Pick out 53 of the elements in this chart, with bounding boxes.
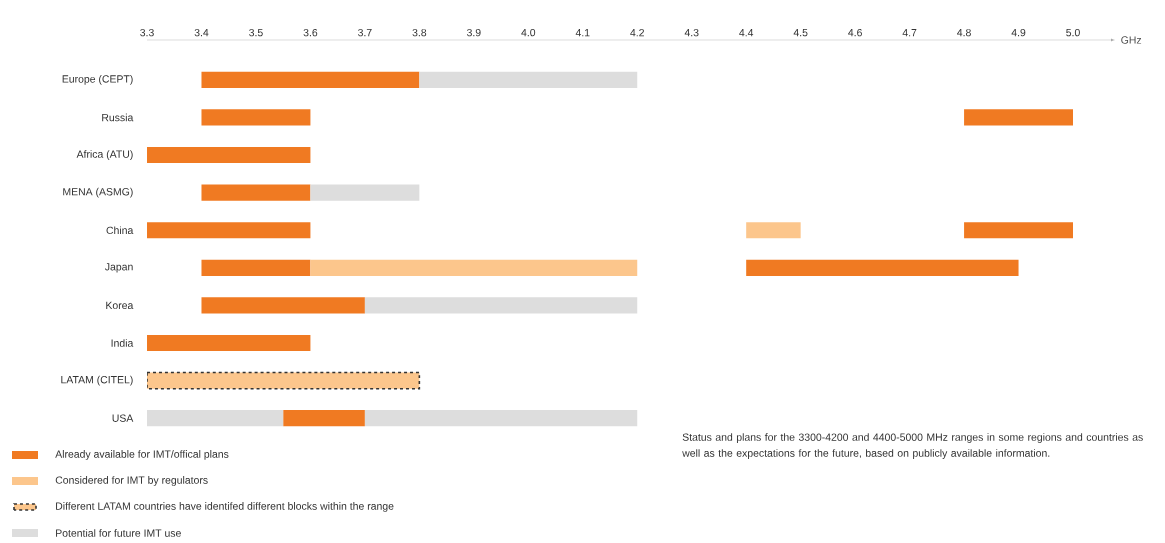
bar [201,71,420,88]
x-tick-label: 3.7 [358,28,372,37]
y-tick-label: Russia [102,113,134,122]
bar [147,334,311,352]
bar [746,259,1019,276]
x-tick-label: 4.3 [684,28,699,37]
x-tick-label: 4.8 [957,28,971,37]
bar [201,109,311,126]
y-tick-label: Korea [106,301,134,310]
y-tick-label: USA [112,414,134,422]
y-tick-label: LATAM (CITEL) [61,375,133,386]
legend-label: Different LATAM countries have identifed different blocks within the range [56,502,394,512]
x-tick-label: 4.9 [1011,28,1026,37]
annotation: Status and plans for the 3300-4200 and 4400-5000 MHz ranges in some regions and countries as well as the expectations for the future, based on publicly available information. [682,433,1143,459]
bar [419,71,638,88]
bar [283,410,365,427]
legend-label: Considered for IMT by regulators [55,476,208,486]
x-axis-title: GHz [1121,36,1142,44]
bar [964,222,1074,239]
x-tick-label: 4.5 [793,29,808,37]
bar [746,222,801,239]
x-tick-label: 5.0 [1066,28,1080,37]
x-tick-label: 4.1 [575,29,590,37]
y-tick-label: China [106,226,134,235]
bar [964,109,1074,126]
bar [310,184,420,201]
y-tick-label: MENA (ASMG) [63,187,133,198]
legend-label: Already available for IMT/offical plans [55,450,229,460]
x-tick-label: 3.9 [466,28,481,37]
legend-label: Potential for future IMT use [56,529,181,537]
bar [201,259,311,276]
x-tick-label: 4.0 [521,28,536,37]
bar [310,259,638,276]
bar [147,410,284,427]
x-tick-label: 4.6 [848,28,862,37]
x-tick-label: 4.4 [739,29,754,37]
x-tick-label: 4.2 [630,29,644,37]
bar [147,146,311,164]
y-tick-label: Japan [104,263,133,273]
x-tick-label: 3.5 [249,28,263,37]
bar [147,222,311,239]
bar [364,410,638,427]
x-tick-label: 3.6 [303,28,318,37]
x-tick-label: 3.8 [412,28,427,37]
bar [364,297,638,314]
x-tick-label: 3.3 [140,28,154,37]
x-tick-label: 3.4 [194,28,209,37]
bar [201,184,311,201]
bar [201,297,365,314]
y-tick-label: Europe (CEPT) [62,74,133,85]
y-tick-label: Africa (ATU) [76,150,133,160]
y-tick-label: India [111,339,134,347]
x-tick-label: 4.7 [902,29,917,37]
